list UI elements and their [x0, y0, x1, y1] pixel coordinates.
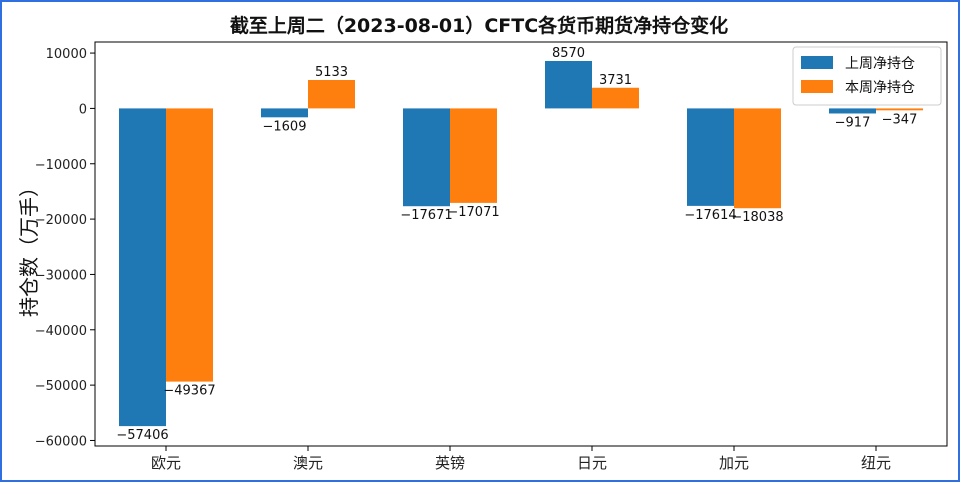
bar-this-week: [308, 80, 355, 109]
data-label: −1609: [263, 119, 307, 134]
data-label: −17671: [400, 208, 452, 223]
bar-last-week: [545, 60, 592, 109]
x-tick-label: 纽元: [861, 454, 891, 472]
x-tick-label: 日元: [577, 454, 607, 472]
y-tick-label: −30000: [35, 268, 87, 283]
y-tick-label: 10000: [46, 47, 87, 62]
legend-swatch: [801, 80, 833, 93]
bar-last-week: [829, 108, 876, 114]
data-label: 5133: [315, 65, 348, 80]
bar-this-week: [876, 108, 923, 111]
data-label: −17614: [684, 208, 736, 223]
bar-last-week: [119, 108, 166, 427]
legend-swatch: [801, 56, 833, 69]
y-axis-label: 持仓数（万手）: [17, 177, 41, 317]
bar-this-week: [592, 87, 639, 109]
data-label: −49367: [163, 384, 215, 399]
x-tick-label: 欧元: [151, 454, 181, 472]
x-tick-label: 澳元: [293, 454, 323, 472]
y-tick-label: −50000: [35, 379, 87, 394]
x-tick-label: 英镑: [435, 454, 465, 472]
bar-last-week: [403, 108, 450, 207]
data-label: 8570: [552, 46, 585, 61]
bar-this-week: [166, 108, 213, 382]
y-tick-label: −20000: [35, 213, 87, 228]
y-tick-label: −40000: [35, 324, 87, 339]
data-label: −17071: [447, 205, 499, 220]
data-label: −347: [882, 112, 918, 127]
data-label: −18038: [731, 210, 783, 225]
chart-title: 截至上周二（2023-08-01）CFTC各货币期货净持仓变化: [230, 14, 728, 37]
axes-box: [94, 41, 948, 447]
y-tick-label: 0: [79, 102, 87, 117]
data-label: 3731: [599, 73, 632, 88]
x-tick-label: 加元: [719, 454, 749, 472]
data-label: −917: [835, 115, 871, 130]
y-tick-label: −60000: [35, 434, 87, 449]
data-label: −57406: [116, 428, 168, 443]
bar-this-week: [734, 108, 781, 209]
y-tick-label: −10000: [35, 158, 87, 173]
plot-area: 10000 0 −10000 −20000 −30000 −40000 −50000 −600…: [35, 41, 948, 472]
bar-last-week: [261, 108, 308, 118]
bar-last-week: [687, 108, 734, 206]
legend-label: 本周净持仓: [845, 80, 915, 96]
legend-label: 上周净持仓: [845, 56, 915, 72]
bar-this-week: [450, 108, 497, 203]
